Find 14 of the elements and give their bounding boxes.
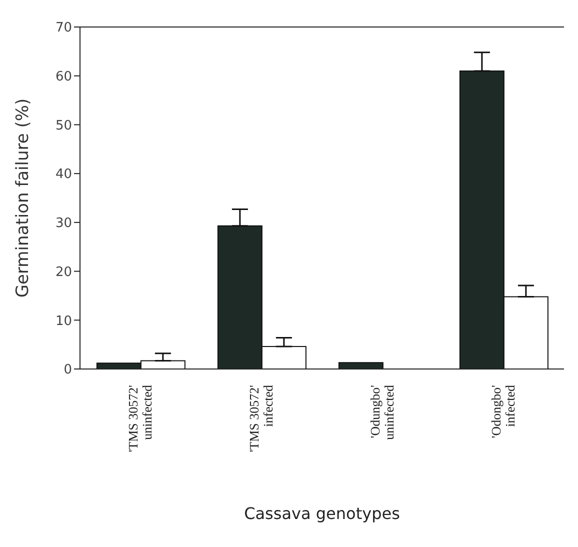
y-axis-title: Germination failure (%): [13, 98, 34, 298]
x-tick-label: 'TMS 30572' infected: [246, 384, 276, 452]
y-tick-label: 40: [55, 167, 72, 182]
x-axis-title: Cassava genotypes: [244, 504, 400, 523]
y-tick-label: 70: [55, 20, 72, 36]
y-tick-label: 30: [55, 216, 72, 232]
y-tick-label: 10: [55, 314, 72, 329]
y-tick-label: 0: [64, 362, 72, 378]
x-tick-label: 'Odongbo' infected: [488, 384, 518, 438]
y-tick-label: 20: [55, 264, 72, 280]
y-tick-label: 50: [55, 118, 72, 134]
x-tick-label: 'Odungbo' uninfected: [368, 384, 396, 440]
y-tick-label: 60: [55, 69, 72, 84]
x-tick-label: 'TMS 30572' uninfected: [126, 384, 154, 452]
